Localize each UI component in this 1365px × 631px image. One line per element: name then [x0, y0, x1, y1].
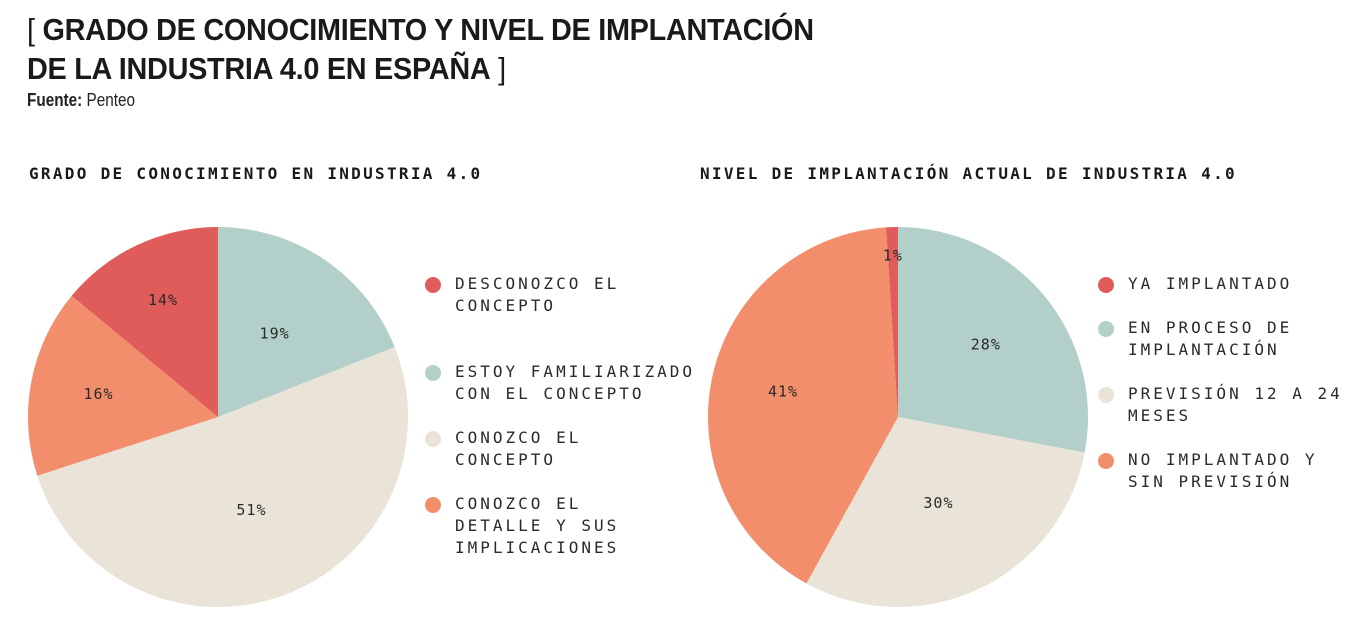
pie-slice-label: 51%	[236, 501, 266, 519]
pie-slice	[28, 295, 219, 476]
legend-swatch-icon	[425, 277, 441, 293]
legend-swatch-icon	[1098, 387, 1114, 403]
pie-chart-conocimiento: 19% 51% 16% 14%	[28, 227, 408, 607]
legend-swatch-icon	[425, 431, 441, 447]
title-line-2: DE LA INDUSTRIA 4.0 EN ESPAÑA ]	[27, 49, 814, 88]
pie-slice-label: 28%	[971, 335, 1001, 353]
title-line-1: [ GRADO DE CONOCIMIENTO Y NIVEL DE IMPLA…	[27, 10, 814, 49]
legend-label: EN PROCESO DE IMPLANTACIÓN	[1128, 318, 1293, 359]
legend-label: DESCONOZCO EL CONCEPTO	[455, 274, 620, 315]
pie-slice	[218, 227, 395, 417]
pie-slice	[708, 227, 898, 584]
pie-slice-label: 41%	[768, 382, 798, 400]
legend-swatch-icon	[1098, 453, 1114, 469]
pie-slice	[71, 227, 219, 417]
pie-slice-label: 14%	[148, 291, 178, 309]
legend-label: NO IMPLANTADO Y SIN PREVISIÓN	[1128, 450, 1318, 491]
pie-slice-label: 30%	[923, 494, 953, 512]
legend-swatch-icon	[1098, 277, 1114, 293]
legend-label: PREVISIÓN 12 A 24 MESES	[1128, 384, 1343, 425]
legend-label: CONOZCO EL DETALLE Y SUS IMPLICACIONES	[455, 494, 620, 557]
legend-label: ESTOY FAMILIARIZADO CON EL CONCEPTO	[455, 362, 696, 403]
title-open-bracket: [	[27, 12, 43, 47]
legend-conocimiento: DESCONOZCO EL CONCEPTO ESTOY FAMILIARIZAD…	[425, 273, 695, 573]
chart-title-conocimiento: GRADO DE CONOCIMIENTO EN INDUSTRIA 4.0	[29, 164, 483, 183]
legend-label: CONOZCO EL CONCEPTO	[455, 428, 582, 469]
pie-slice-label: 16%	[84, 385, 114, 403]
pie-slice-label: 1%	[883, 247, 903, 265]
pie-slice-label: 19%	[260, 325, 290, 343]
legend-swatch-icon	[425, 365, 441, 381]
chart-title-implantacion: NIVEL DE IMPLANTACIÓN ACTUAL DE INDUSTRI…	[700, 164, 1237, 183]
pie-slice	[806, 417, 1085, 607]
title-line-2-text: DE LA INDUSTRIA 4.0 EN ESPAÑA	[27, 51, 491, 86]
source-value: Penteo	[82, 90, 136, 110]
title-line-1-text: GRADO DE CONOCIMIENTO Y NIVEL DE IMPLANT…	[42, 12, 814, 47]
page-title: [ GRADO DE CONOCIMIENTO Y NIVEL DE IMPLA…	[27, 10, 814, 88]
legend-swatch-icon	[1098, 321, 1114, 337]
source-label: Fuente:	[27, 90, 83, 110]
pie-chart-implantacion: 28% 30% 41% 1%	[708, 227, 1088, 607]
legend-swatch-icon	[425, 497, 441, 513]
title-close-bracket: ]	[490, 51, 506, 86]
pie-slice	[898, 227, 1088, 453]
source-note: Fuente: Penteo	[27, 90, 135, 111]
legend-label: YA IMPLANTADO	[1128, 274, 1293, 293]
pie-slice	[886, 227, 898, 417]
pie-slice	[37, 347, 408, 607]
legend-implantacion: YA IMPLANTADO EN PROCESO DE IMPLANTACIÓN P…	[1098, 273, 1358, 503]
